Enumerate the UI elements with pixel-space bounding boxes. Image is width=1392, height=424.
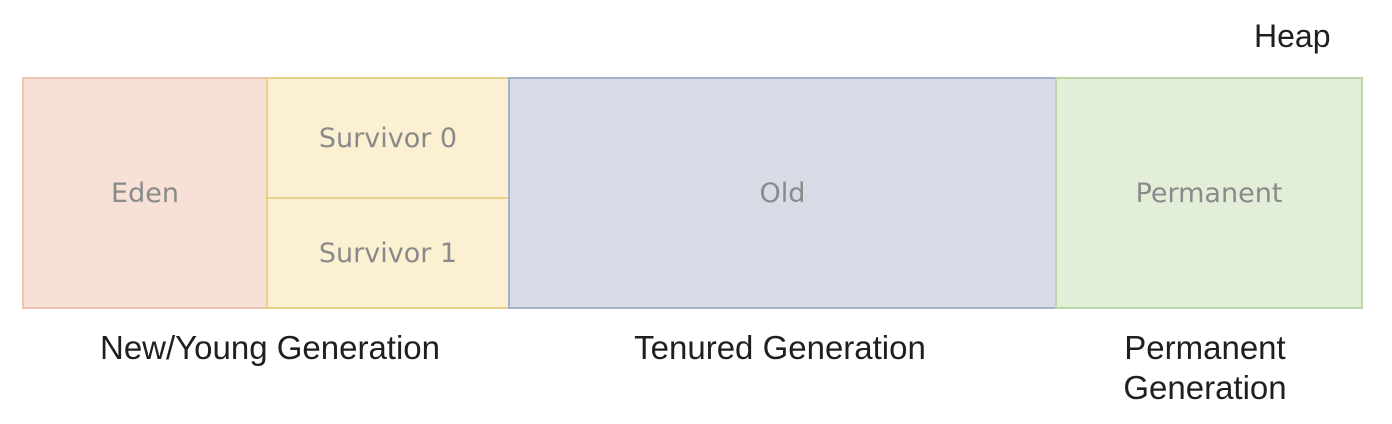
heap-label: Heap [1254, 18, 1331, 54]
tenured-generation-label: Tenured Generation [634, 329, 926, 366]
old-region: Old [508, 77, 1057, 309]
eden-region: Eden [22, 77, 268, 309]
permanent-generation-label: Permanent Generation [1080, 328, 1330, 408]
young-generation-label: New/Young Generation [99, 329, 441, 366]
survivor-0-label: Survivor 0 [318, 122, 458, 154]
permanent-generation-line2: Generation [1123, 369, 1287, 406]
survivor-0-region: Survivor 0 [266, 77, 510, 199]
survivor-1-region: Survivor 1 [266, 197, 510, 309]
eden-label: Eden [111, 177, 179, 209]
old-label: Old [759, 177, 806, 209]
permanent-generation-line1: Permanent [1124, 329, 1286, 366]
survivor-1-label: Survivor 1 [318, 237, 458, 269]
permanent-label: Permanent [1135, 177, 1283, 209]
permanent-region: Permanent [1055, 77, 1363, 309]
